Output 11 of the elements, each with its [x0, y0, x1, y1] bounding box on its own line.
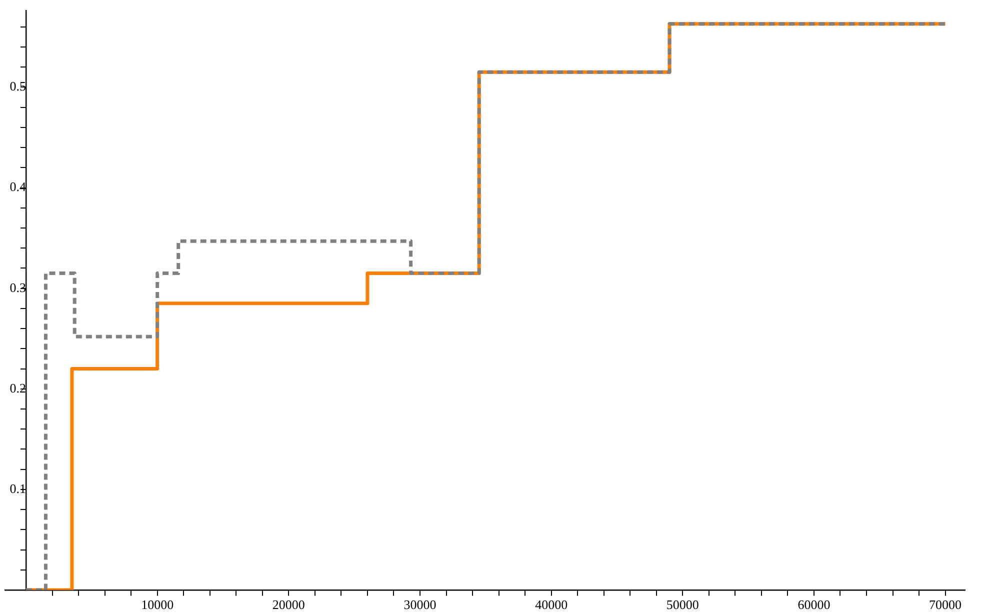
x-tick-label: 50000: [666, 597, 699, 612]
y-tick-label: 0.3: [10, 280, 26, 295]
x-tick-label: 40000: [535, 597, 568, 612]
y-tick-label: 0.1: [10, 480, 26, 496]
x-tick-label: 70000: [929, 597, 962, 612]
x-tick-label: 10000: [141, 597, 174, 612]
x-tick-label: 30000: [404, 597, 436, 612]
y-tick-label: 0.2: [10, 380, 26, 396]
x-tick-label: 60000: [798, 597, 830, 612]
y-tick-label: 0.5: [10, 78, 26, 94]
x-tick-label: 20000: [272, 597, 305, 612]
